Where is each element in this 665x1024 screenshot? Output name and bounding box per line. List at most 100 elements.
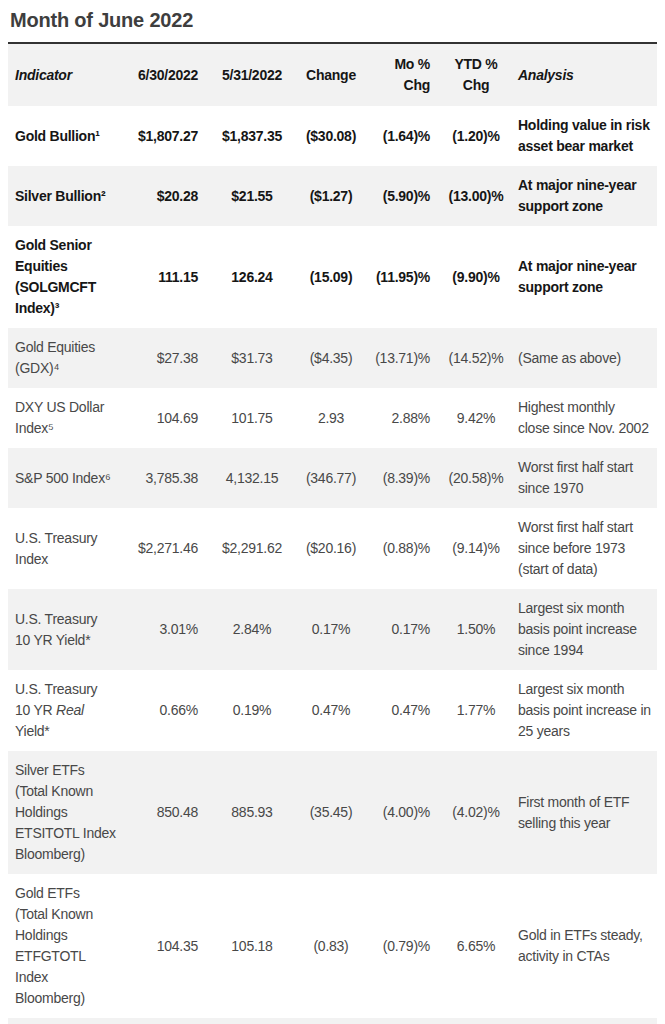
table-row-us-treasury-10yr-yield: U.S. Treasury 10 YR Yield* 3.01% 2.84% 0… bbox=[8, 589, 657, 670]
table-row-cutoff bbox=[8, 1018, 657, 1024]
ytd-pct-cell: 6.65% bbox=[434, 874, 518, 1018]
change-cell: ($20.16) bbox=[302, 508, 360, 589]
change-cell: ($1.27) bbox=[302, 166, 360, 226]
header-indicator: Indicator bbox=[8, 43, 138, 106]
mo-pct-cell: (1.64)% bbox=[360, 106, 434, 166]
indicator-cell: S&P 500 Index⁶ bbox=[8, 448, 138, 508]
mo-pct-cell: 0.17% bbox=[360, 589, 434, 670]
indicator-cell: U.S. Treasury 10 YR Real Yield* bbox=[8, 670, 138, 751]
change-cell: (15.09) bbox=[302, 226, 360, 328]
analysis-cell: Holding value in risk asset bear market bbox=[518, 106, 657, 166]
indicator-cell: U.S. Treasury Index bbox=[8, 508, 138, 589]
table-row-gold-equities-gdx: Gold Equities (GDX)⁴ $27.38 $31.73 ($4.3… bbox=[8, 328, 657, 388]
header-may-date: 5/31/2022 bbox=[202, 43, 302, 106]
table-row-gold-bullion: Gold Bullion¹ $1,807.27 $1,837.35 ($30.0… bbox=[8, 106, 657, 166]
analysis-cell: Gold in ETFs steady, activity in CTAs bbox=[518, 874, 657, 1018]
may-value-cell: 2.84% bbox=[202, 589, 302, 670]
table-row-silver-etfs: Silver ETFs (Total Known Holdings ETSITO… bbox=[8, 751, 657, 874]
change-cell: 0.47% bbox=[302, 670, 360, 751]
mo-pct-cell: (0.79)% bbox=[360, 874, 434, 1018]
analysis-cell: Largest six month basis point increase i… bbox=[518, 670, 657, 751]
indicator-cell: Gold ETFs (Total Known Holdings ETFGTOTL… bbox=[8, 874, 138, 1018]
ytd-pct-cell: (9.90)% bbox=[434, 226, 518, 328]
indicator-text: Yield* bbox=[15, 723, 50, 739]
analysis-cell: At major nine-year support zone bbox=[518, 226, 657, 328]
jun-value-cell: 104.69 bbox=[138, 388, 202, 448]
header-mo-pct-chg: Mo % Chg bbox=[360, 43, 434, 106]
header-analysis: Analysis bbox=[518, 43, 657, 106]
table-row-silver-bullion: Silver Bullion² $20.28 $21.55 ($1.27) (5… bbox=[8, 166, 657, 226]
indicator-cell: U.S. Treasury 10 YR Yield* bbox=[8, 589, 138, 670]
table-row-us-treasury-index: U.S. Treasury Index $2,271.46 $2,291.62 … bbox=[8, 508, 657, 589]
ytd-pct-cell: 1.77% bbox=[434, 670, 518, 751]
indicator-italic-text: Real bbox=[56, 702, 84, 718]
table-row-us-treasury-10yr-real-yield: U.S. Treasury 10 YR Real Yield* 0.66% 0.… bbox=[8, 670, 657, 751]
analysis-cell: At major nine-year support zone bbox=[518, 166, 657, 226]
indicator-cell: Gold Senior Equities (SOLGMCFT Index)³ bbox=[8, 226, 138, 328]
may-value-cell: $21.55 bbox=[202, 166, 302, 226]
mo-pct-cell: (11.95)% bbox=[360, 226, 434, 328]
ytd-pct-cell: (4.02)% bbox=[434, 751, 518, 874]
may-value-cell: $1,837.35 bbox=[202, 106, 302, 166]
header-jun-date: 6/30/2022 bbox=[138, 43, 202, 106]
jun-value-cell: $20.28 bbox=[138, 166, 202, 226]
jun-value-cell: 0.66% bbox=[138, 670, 202, 751]
jun-value-cell: $2,271.46 bbox=[138, 508, 202, 589]
table-header-row: Indicator 6/30/2022 5/31/2022 Change Mo … bbox=[8, 43, 657, 106]
header-ytd-pct-chg: YTD % Chg bbox=[434, 43, 518, 106]
mo-pct-cell: (0.88)% bbox=[360, 508, 434, 589]
analysis-cell: Largest six month basis point increase s… bbox=[518, 589, 657, 670]
ytd-pct-cell: (1.20)% bbox=[434, 106, 518, 166]
analysis-cell: Worst first half start since before 1973… bbox=[518, 508, 657, 589]
change-cell: (0.83) bbox=[302, 874, 360, 1018]
jun-value-cell: $27.38 bbox=[138, 328, 202, 388]
analysis-cell: Worst first half start since 1970 bbox=[518, 448, 657, 508]
may-value-cell: $31.73 bbox=[202, 328, 302, 388]
mo-pct-cell: 2.88% bbox=[360, 388, 434, 448]
change-cell: (35.45) bbox=[302, 751, 360, 874]
ytd-pct-cell: (13.00)% bbox=[434, 166, 518, 226]
analysis-cell: Highest monthly close since Nov. 2002 bbox=[518, 388, 657, 448]
change-cell: 0.17% bbox=[302, 589, 360, 670]
indicator-cell: Silver ETFs (Total Known Holdings ETSITO… bbox=[8, 751, 138, 874]
indicator-cell: Gold Equities (GDX)⁴ bbox=[8, 328, 138, 388]
jun-value-cell: 104.35 bbox=[138, 874, 202, 1018]
jun-value-cell: $1,807.27 bbox=[138, 106, 202, 166]
page-title: Month of June 2022 bbox=[10, 7, 665, 33]
header-change: Change bbox=[302, 43, 360, 106]
jun-value-cell: 3,785.38 bbox=[138, 448, 202, 508]
indicator-cell: Silver Bullion² bbox=[8, 166, 138, 226]
change-cell: ($30.08) bbox=[302, 106, 360, 166]
table-row-gold-etfs: Gold ETFs (Total Known Holdings ETFGTOTL… bbox=[8, 874, 657, 1018]
change-cell: (346.77) bbox=[302, 448, 360, 508]
analysis-cell: (Same as above) bbox=[518, 328, 657, 388]
indicator-cell: DXY US Dollar Index⁵ bbox=[8, 388, 138, 448]
jun-value-cell: 850.48 bbox=[138, 751, 202, 874]
indicators-table: Indicator 6/30/2022 5/31/2022 Change Mo … bbox=[8, 42, 657, 1024]
jun-value-cell: 3.01% bbox=[138, 589, 202, 670]
mo-pct-cell: (4.00)% bbox=[360, 751, 434, 874]
table-row-gold-senior-equities: Gold Senior Equities (SOLGMCFT Index)³ 1… bbox=[8, 226, 657, 328]
analysis-cell: First month of ETF selling this year bbox=[518, 751, 657, 874]
may-value-cell: 101.75 bbox=[202, 388, 302, 448]
ytd-pct-cell: 1.50% bbox=[434, 589, 518, 670]
ytd-pct-cell: (9.14)% bbox=[434, 508, 518, 589]
jun-value-cell: 111.15 bbox=[138, 226, 202, 328]
ytd-pct-cell: (20.58)% bbox=[434, 448, 518, 508]
mo-pct-cell: (8.39)% bbox=[360, 448, 434, 508]
cutoff-row-cell bbox=[8, 1018, 657, 1024]
change-cell: 2.93 bbox=[302, 388, 360, 448]
may-value-cell: $2,291.62 bbox=[202, 508, 302, 589]
mo-pct-cell: (13.71)% bbox=[360, 328, 434, 388]
indicator-cell: Gold Bullion¹ bbox=[8, 106, 138, 166]
mo-pct-cell: (5.90)% bbox=[360, 166, 434, 226]
may-value-cell: 0.19% bbox=[202, 670, 302, 751]
table-row-sp500-index: S&P 500 Index⁶ 3,785.38 4,132.15 (346.77… bbox=[8, 448, 657, 508]
ytd-pct-cell: (14.52)% bbox=[434, 328, 518, 388]
may-value-cell: 4,132.15 bbox=[202, 448, 302, 508]
may-value-cell: 126.24 bbox=[202, 226, 302, 328]
mo-pct-cell: 0.47% bbox=[360, 670, 434, 751]
table-row-dxy-us-dollar-index: DXY US Dollar Index⁵ 104.69 101.75 2.93 … bbox=[8, 388, 657, 448]
change-cell: ($4.35) bbox=[302, 328, 360, 388]
may-value-cell: 885.93 bbox=[202, 751, 302, 874]
